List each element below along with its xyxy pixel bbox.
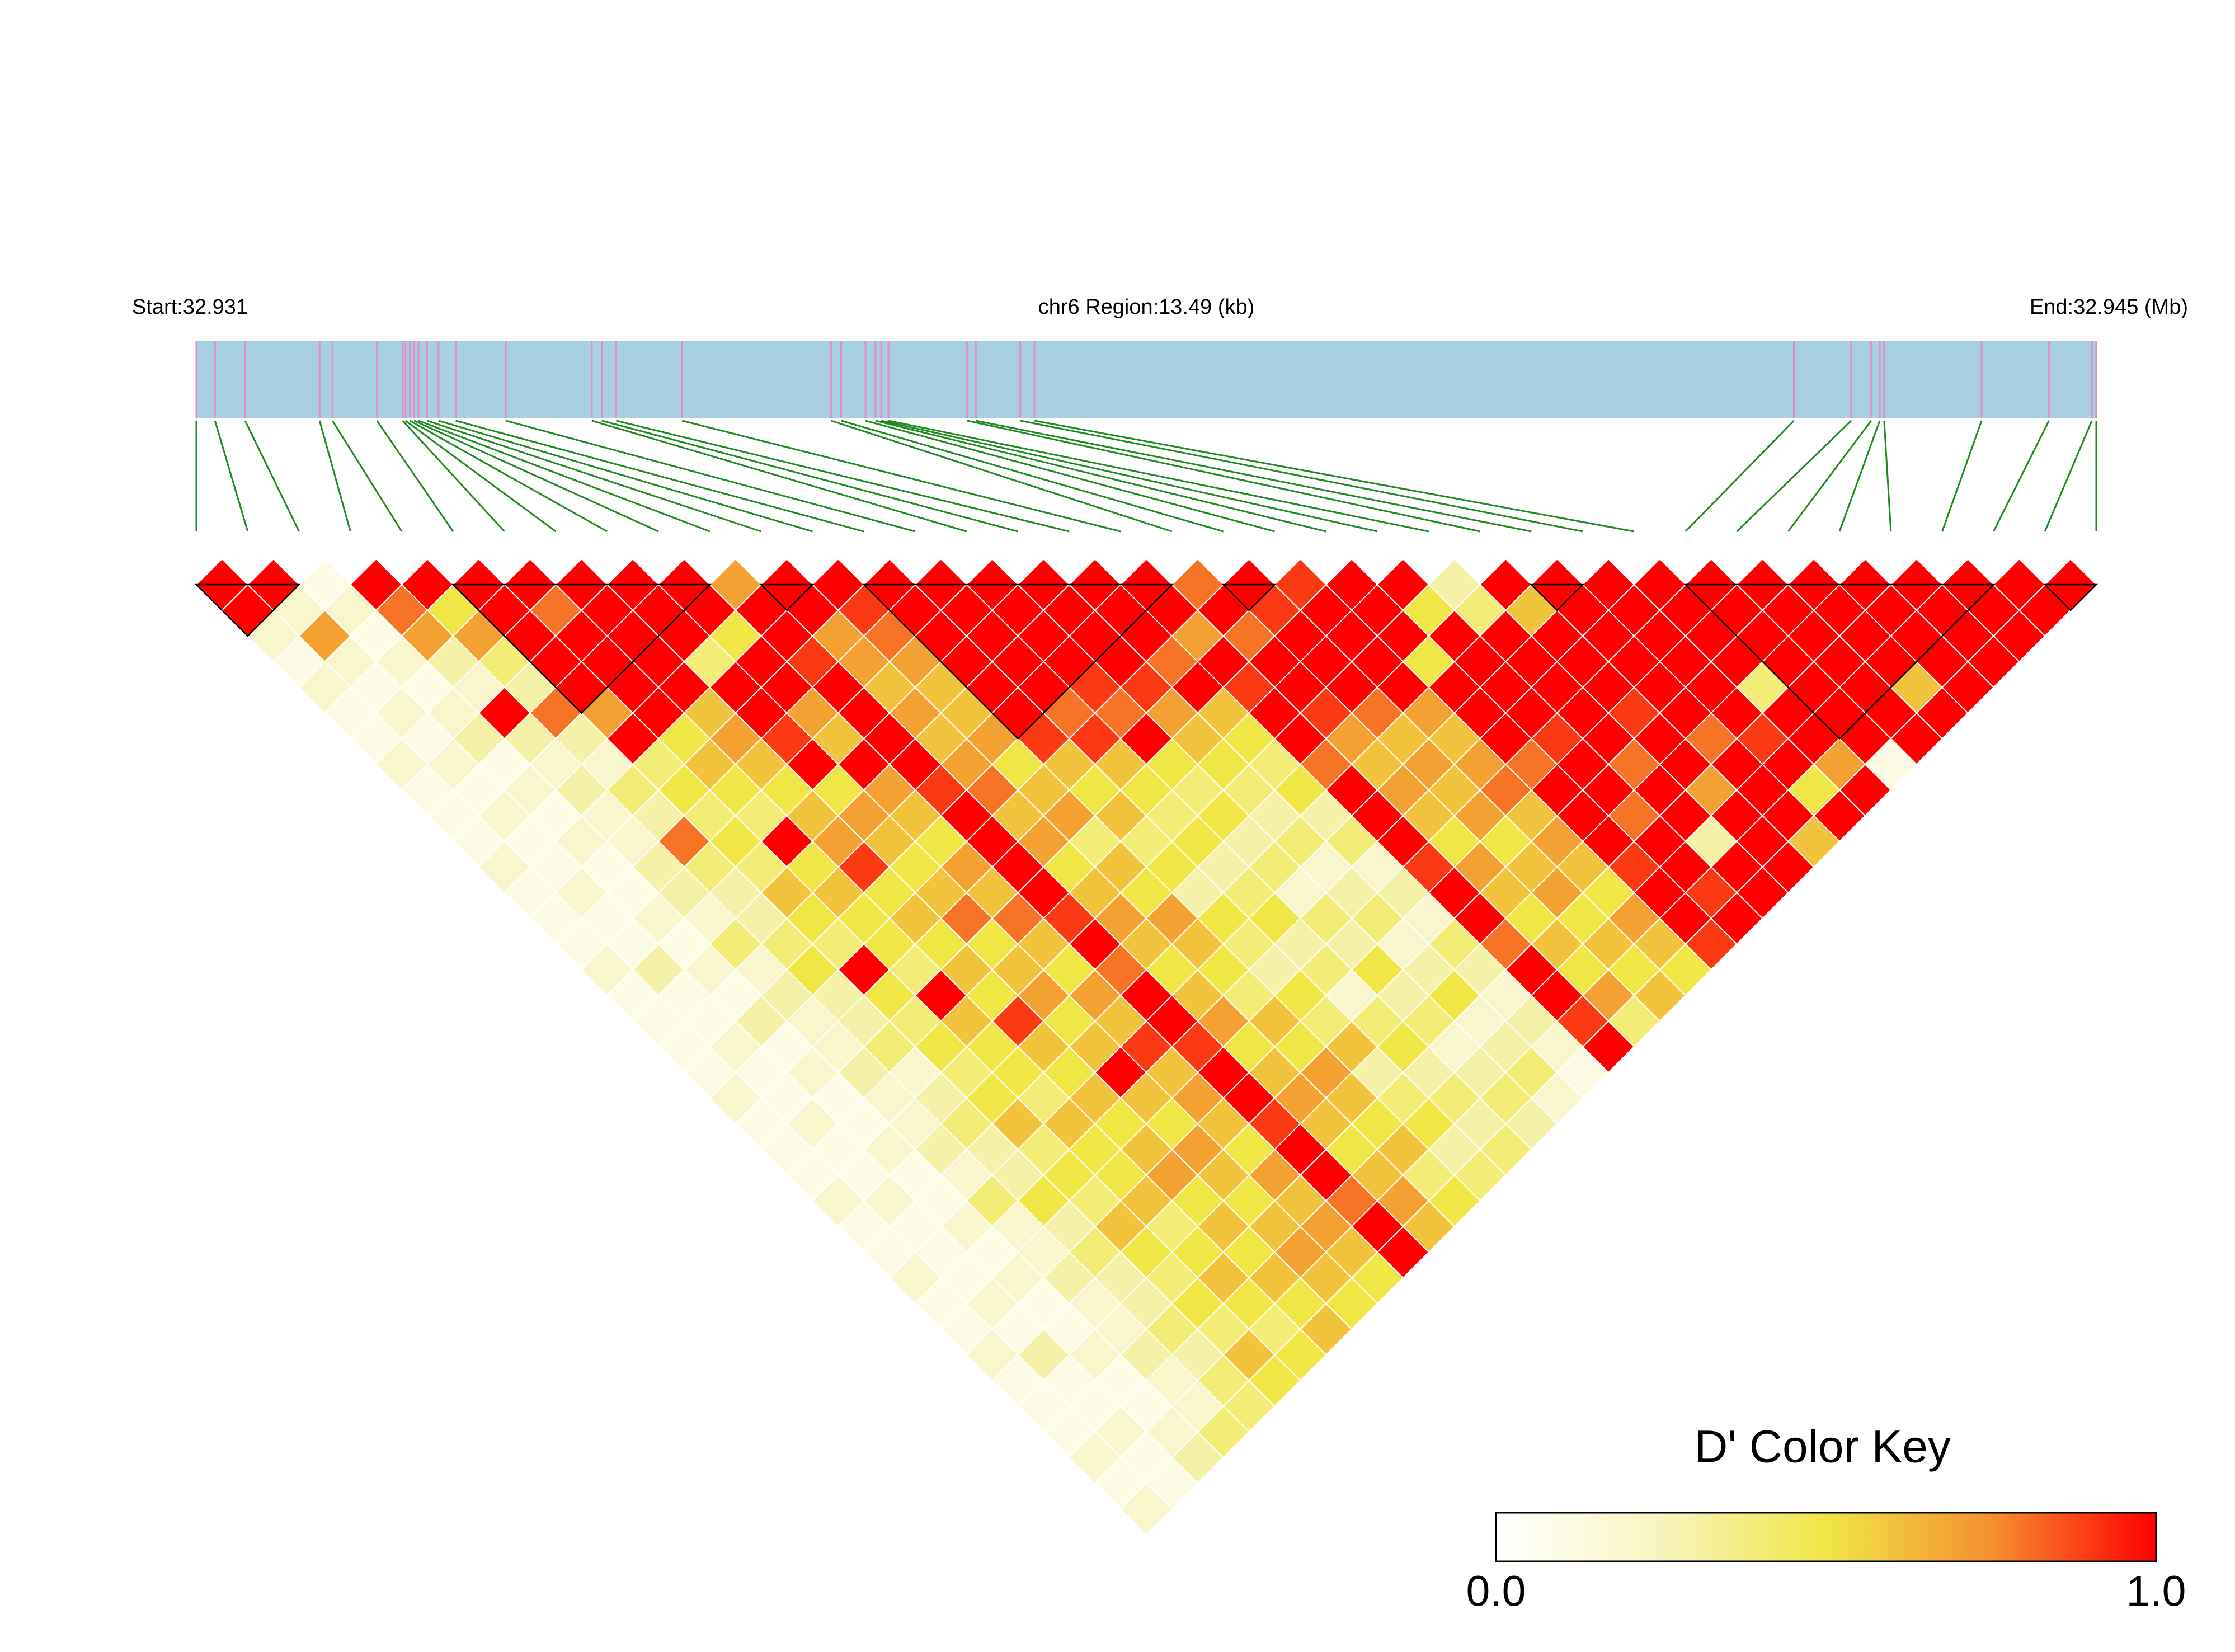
snp-link [413,420,659,533]
snp-link [1685,420,1795,533]
snp-link [1883,420,1892,532]
snp-link [681,420,1121,533]
ld-cells [195,558,2097,1536]
snp-link [418,420,711,533]
ld-block [1221,583,1277,611]
snp-link [1787,420,1872,532]
ld-block [2043,583,2098,611]
snp-link [831,420,1173,533]
snp-link [455,420,864,533]
ld-block [759,583,815,611]
snp-link [1941,420,1983,532]
snp-link [601,420,1018,533]
snp-link [1020,420,1583,533]
snp-link [2044,420,2093,532]
snp-link [244,420,300,532]
snp-link [888,420,1429,533]
ld-block [451,583,712,714]
key-tick-label: 1.0 [2126,1567,2186,1615]
snp-link [1034,420,1635,533]
color-key [1495,1512,2157,1562]
ld-block [862,583,1174,740]
snp-link [331,420,403,532]
region-bar [196,341,2096,418]
snp-link [881,420,1378,533]
snp-link [404,420,557,533]
ld-block [194,583,301,637]
start-label: Start:32.931 [132,295,248,319]
snp-link [438,420,813,533]
snp-link [841,420,1224,533]
snp-link [1736,420,1852,533]
snp-link [426,420,762,533]
snp-link [214,420,249,532]
ld-block [1530,583,1585,611]
key-tick-label: 0.0 [1466,1567,1526,1615]
snp-link [865,420,1275,533]
end-label: End:32.945 (Mb) [2030,295,2188,319]
snp-link [402,420,505,533]
snp-link [318,420,351,532]
snp-link [967,420,1480,533]
snp-link [409,420,608,533]
ld-block [1683,583,1996,740]
snp-link [875,420,1326,533]
snp-link [591,420,967,533]
snp-link [975,420,1532,533]
snp-link [1993,420,2050,532]
key-title: D' Color Key [1695,1422,1951,1472]
snp-link [616,420,1070,533]
snp-link [376,420,454,532]
snp-link [1838,420,1881,532]
snp-link [505,420,916,533]
region-label: chr6 Region:13.49 (kb) [1038,295,1255,319]
